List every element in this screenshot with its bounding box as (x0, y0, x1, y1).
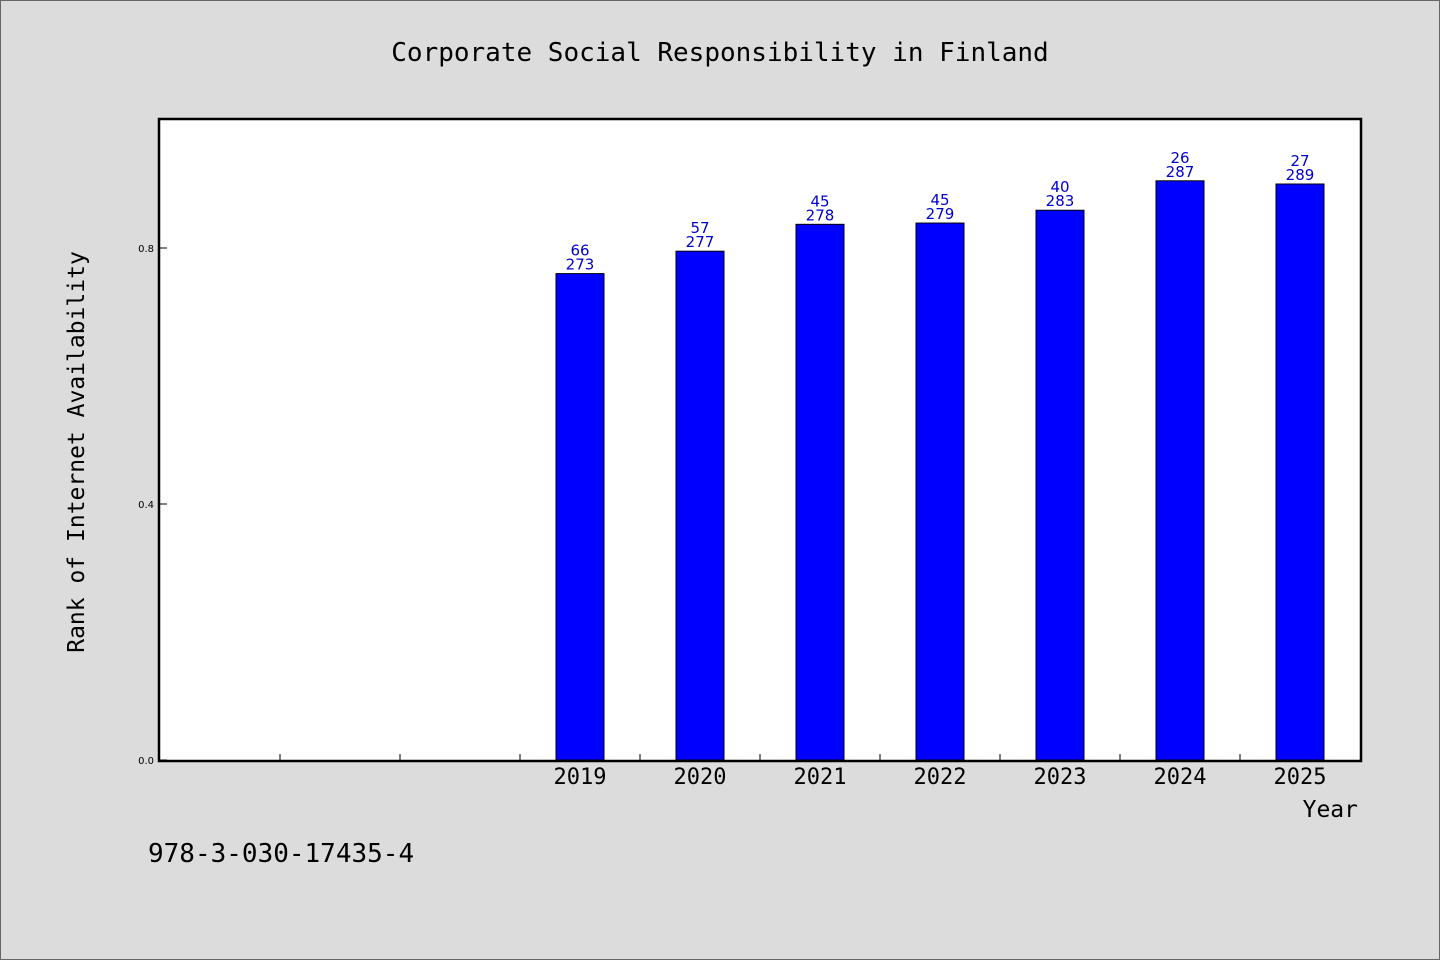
data-label: 45 (930, 191, 949, 209)
y-tick-label: 0.8 (138, 244, 154, 255)
data-label: 279 (926, 205, 955, 223)
bar (675, 250, 725, 761)
data-label: 26 (1170, 149, 1189, 167)
data-label: 289 (1286, 166, 1315, 184)
x-tick-label: 2021 (794, 765, 847, 790)
isbn-footnote: 978-3-030-17435-4 (148, 839, 414, 869)
data-label: 27 (1290, 152, 1309, 170)
bar (795, 223, 845, 761)
x-tick-label: 2024 (1154, 765, 1207, 790)
x-tick-label: 2020 (674, 765, 727, 790)
x-axis-label: Year (1303, 797, 1358, 823)
data-label: 45 (810, 192, 829, 210)
data-label: 283 (1046, 192, 1075, 210)
bar (1035, 209, 1085, 761)
bar (1155, 180, 1205, 761)
y-tick-label: 0.4 (138, 500, 154, 511)
data-label: 277 (686, 233, 715, 251)
data-label: 57 (690, 219, 709, 237)
x-tick-label: 2022 (914, 765, 967, 790)
data-label: 40 (1050, 178, 1069, 196)
chart-title: Corporate Social Responsibility in Finla… (391, 38, 1048, 68)
bar (915, 222, 965, 761)
y-axis-label: Rank of Internet Availability (64, 251, 90, 653)
y-tick-label: 0.0 (138, 756, 154, 767)
chart-marks: 0.00.40.82019662732020572772021452782022… (138, 149, 1326, 790)
data-label: 273 (566, 256, 595, 274)
bar (1275, 183, 1325, 761)
x-tick-label: 2025 (1274, 765, 1327, 790)
x-tick-label: 2023 (1034, 765, 1087, 790)
data-label: 66 (570, 242, 589, 260)
data-label: 287 (1166, 163, 1195, 181)
x-tick-label: 2019 (554, 765, 607, 790)
data-label: 278 (806, 206, 835, 224)
bar (555, 273, 605, 761)
